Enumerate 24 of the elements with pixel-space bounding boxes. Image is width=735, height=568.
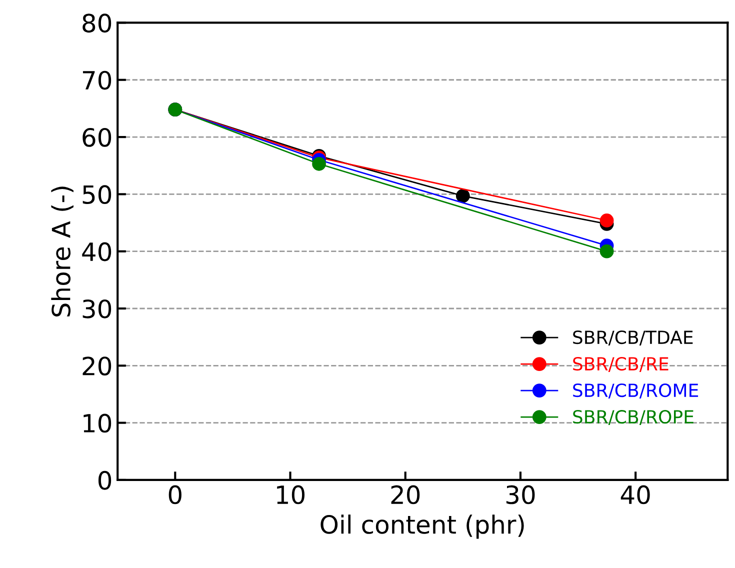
y-tick-label: 30 bbox=[82, 299, 112, 318]
point bbox=[600, 214, 614, 228]
legend-label: SBR/CB/TDAE bbox=[573, 330, 693, 346]
x-tick-label: 0 bbox=[168, 485, 182, 504]
point bbox=[600, 244, 614, 258]
legend-label: SBR/CB/RE bbox=[573, 356, 668, 372]
y-tick-label: 40 bbox=[82, 242, 112, 262]
point bbox=[312, 156, 326, 171]
x-axis-title: Oil content (phr) bbox=[320, 514, 524, 539]
x-tick-label: 40 bbox=[620, 485, 650, 504]
y-tick-label: 0 bbox=[98, 470, 112, 490]
y-tick-label: 50 bbox=[82, 185, 112, 204]
x-tick-label: 10 bbox=[277, 485, 304, 504]
y-tick-label: 60 bbox=[82, 128, 112, 147]
y-tick-label: 70 bbox=[82, 70, 112, 90]
legend-label: SBR/CB/ROME bbox=[573, 383, 698, 399]
point bbox=[456, 188, 470, 203]
x-tick-label: 20 bbox=[391, 485, 420, 504]
y-axis-title: Shore A (-) bbox=[51, 186, 74, 317]
y-tick-label: 10 bbox=[84, 414, 112, 433]
x-tick-label: 30 bbox=[506, 485, 535, 504]
y-tick-label: 20 bbox=[82, 356, 112, 376]
y-tick-label: 80 bbox=[82, 14, 112, 33]
legend-label: SBR/CB/ROPE bbox=[573, 410, 694, 426]
